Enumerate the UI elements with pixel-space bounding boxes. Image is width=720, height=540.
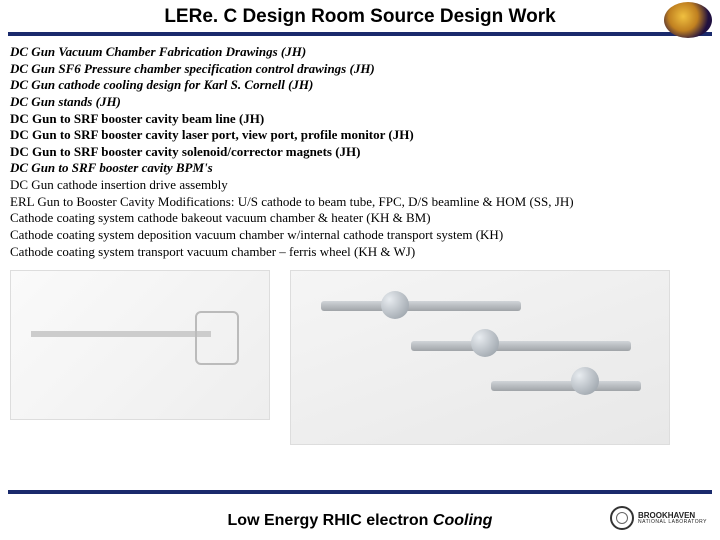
list-item: Cathode coating system cathode bakeout v… [10,210,710,227]
cad-render-icon [290,270,670,445]
bnl-sub: NATIONAL LABORATORY [638,520,707,525]
footer-suffix: Cooling [433,512,493,529]
header-divider [8,32,712,36]
list-item: ERL Gun to Booster Cavity Modifications:… [10,194,710,211]
bnl-text: BROOKHAVEN NATIONAL LABORATORY [638,512,707,525]
list-item: DC Gun to SRF booster cavity laser port,… [10,127,710,144]
list-item: DC Gun to SRF booster cavity beam line (… [10,111,710,128]
slide-title: LERe. C Design Room Source Design Work [12,6,708,28]
brookhaven-logo: BROOKHAVEN NATIONAL LABORATORY [610,504,710,532]
list-item: DC Gun SF6 Pressure chamber specificatio… [10,61,710,78]
list-item: DC Gun to SRF booster cavity BPM's [10,160,710,177]
list-item: Cathode coating system deposition vacuum… [10,227,710,244]
list-item: DC Gun to SRF booster cavity solenoid/co… [10,144,710,161]
bnl-ring-icon [610,506,634,530]
footer-title: Low Energy RHIC electron Cooling [228,512,493,530]
slide-header: LERe. C Design Room Source Design Work [0,0,720,32]
list-item: DC Gun cathode insertion drive assembly [10,177,710,194]
drawing-schematic-icon [10,270,270,420]
footer-divider [8,490,712,494]
list-item: DC Gun cathode cooling design for Karl S… [10,77,710,94]
list-item: DC Gun Vacuum Chamber Fabrication Drawin… [10,44,710,61]
bullet-list: DC Gun Vacuum Chamber Fabrication Drawin… [0,42,720,264]
footer-prefix: Low Energy RHIC electron [228,512,433,529]
list-item: DC Gun stands (JH) [10,94,710,111]
nuclear-physics-logo-icon [664,2,712,38]
figure-row [0,264,720,454]
list-item: Cathode coating system transport vacuum … [10,244,710,261]
